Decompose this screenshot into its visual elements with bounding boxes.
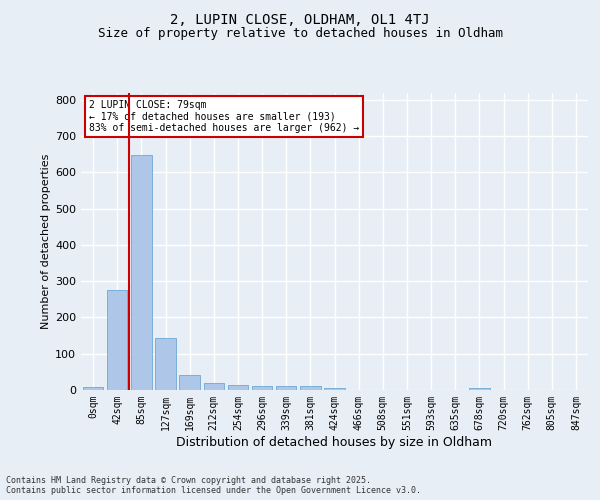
Text: 2 LUPIN CLOSE: 79sqm
← 17% of detached houses are smaller (193)
83% of semi-deta: 2 LUPIN CLOSE: 79sqm ← 17% of detached h… xyxy=(89,100,359,133)
Bar xyxy=(276,386,296,390)
Bar xyxy=(131,155,152,390)
Bar xyxy=(83,387,103,390)
Bar xyxy=(227,385,248,390)
Bar xyxy=(324,388,345,390)
Bar xyxy=(107,290,127,390)
Bar xyxy=(300,386,320,390)
Bar xyxy=(155,338,176,390)
Bar xyxy=(179,376,200,390)
Text: 2, LUPIN CLOSE, OLDHAM, OL1 4TJ: 2, LUPIN CLOSE, OLDHAM, OL1 4TJ xyxy=(170,12,430,26)
Text: Size of property relative to detached houses in Oldham: Size of property relative to detached ho… xyxy=(97,28,503,40)
Bar xyxy=(252,386,272,390)
Bar xyxy=(203,382,224,390)
X-axis label: Distribution of detached houses by size in Oldham: Distribution of detached houses by size … xyxy=(176,436,493,448)
Y-axis label: Number of detached properties: Number of detached properties xyxy=(41,154,51,329)
Text: Contains HM Land Registry data © Crown copyright and database right 2025.
Contai: Contains HM Land Registry data © Crown c… xyxy=(6,476,421,495)
Bar xyxy=(469,388,490,390)
